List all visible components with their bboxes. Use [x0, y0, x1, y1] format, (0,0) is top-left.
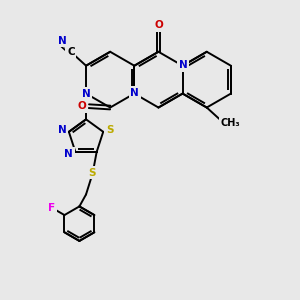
- Text: N: N: [179, 60, 188, 70]
- Text: O: O: [78, 101, 87, 111]
- Text: CH₃: CH₃: [221, 118, 240, 128]
- Text: N: N: [58, 36, 66, 46]
- Text: N: N: [64, 149, 73, 159]
- Text: N: N: [130, 88, 139, 98]
- Text: N: N: [82, 88, 90, 99]
- Text: O: O: [154, 20, 163, 30]
- Text: N: N: [58, 125, 67, 135]
- Text: F: F: [48, 203, 56, 213]
- Text: S: S: [106, 125, 114, 136]
- Text: S: S: [88, 168, 96, 178]
- Text: C: C: [67, 46, 75, 57]
